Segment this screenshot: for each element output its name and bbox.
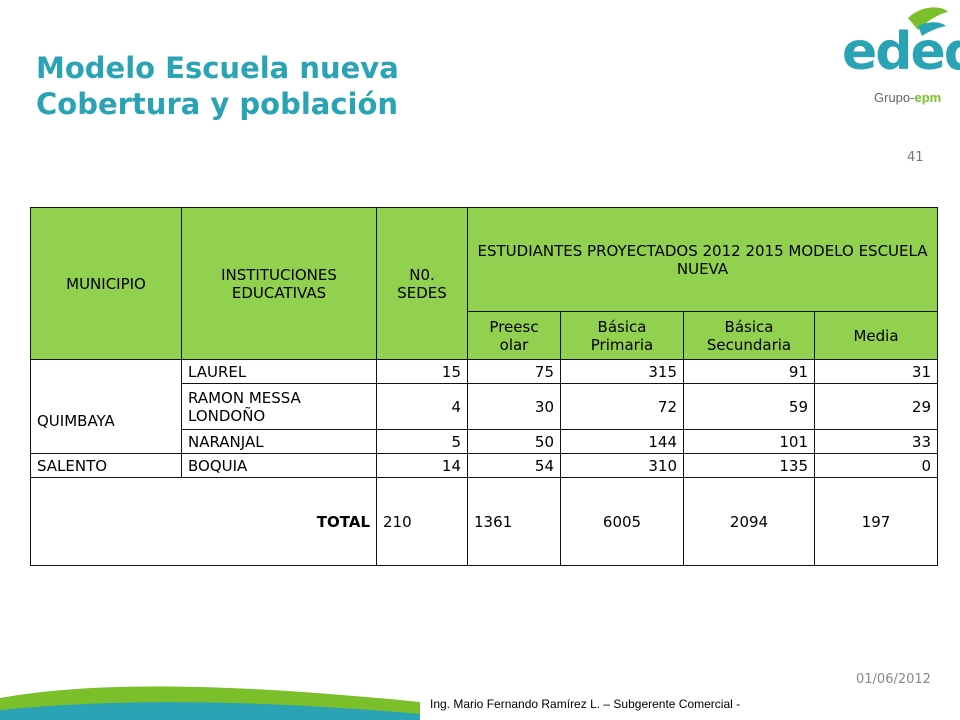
footer-swoosh bbox=[0, 686, 420, 720]
preescolar-cell: 30 bbox=[467, 383, 561, 430]
total-row: TOTAL 210 1361 6005 2094 197 bbox=[30, 477, 938, 566]
sedes-cell: 4 bbox=[376, 383, 468, 430]
institucion-cell: LAUREL bbox=[181, 359, 377, 384]
table-subheader-row: Preesc olar Básica Primaria Básica Secun… bbox=[31, 311, 938, 360]
header-estudiantes: ESTUDIANTES PROYECTADOS 2012 2015 MODELO… bbox=[467, 207, 938, 312]
total-label: TOTAL bbox=[30, 477, 377, 566]
logo-wordmark: edeq bbox=[842, 22, 960, 82]
total-preescolar: 1361 bbox=[467, 477, 561, 566]
secundaria-cell: 91 bbox=[683, 359, 815, 384]
media-cell: 33 bbox=[814, 429, 938, 454]
primaria-cell: 310 bbox=[560, 453, 684, 478]
municipio-cell: SALENTO bbox=[30, 453, 182, 478]
edeq-logo: edeq Grupo-epm bbox=[838, 4, 960, 108]
coverage-table: MUNICIPIO INSTITUCIONES EDUCATIVAS N0. S… bbox=[30, 207, 938, 566]
title-line-2: Cobertura y población bbox=[36, 87, 399, 121]
header-sedes: N0. SEDES bbox=[376, 207, 468, 360]
sedes-cell: 15 bbox=[376, 359, 468, 384]
total-primaria: 6005 bbox=[560, 477, 684, 566]
total-media: 197 bbox=[814, 477, 938, 566]
table-row: QUIMBAYA LAUREL 15 75 315 91 31 bbox=[30, 359, 938, 454]
page-number: 41 bbox=[907, 150, 924, 165]
leaf-icon bbox=[908, 7, 948, 36]
preescolar-cell: 75 bbox=[467, 359, 561, 384]
primaria-cell: 315 bbox=[560, 359, 684, 384]
footer-date: 01/06/2012 bbox=[856, 672, 931, 687]
header-instituciones: INSTITUCIONES EDUCATIVAS bbox=[181, 207, 377, 360]
logo-group-label: Grupo-epm bbox=[874, 90, 941, 105]
table-header-row: MUNICIPIO INSTITUCIONES EDUCATIVAS N0. S… bbox=[30, 207, 938, 360]
primaria-cell: 144 bbox=[560, 429, 684, 454]
total-sedes: 210 bbox=[376, 477, 468, 566]
total-secundaria: 2094 bbox=[683, 477, 815, 566]
secundaria-cell: 135 bbox=[683, 453, 815, 478]
primaria-cell: 72 bbox=[560, 383, 684, 430]
sedes-cell: 14 bbox=[376, 453, 468, 478]
title-line-1: Modelo Escuela nueva bbox=[36, 51, 399, 85]
institucion-cell: RAMON MESSA LONDOÑO bbox=[181, 383, 377, 430]
header-municipio: MUNICIPIO bbox=[30, 207, 182, 360]
secundaria-cell: 59 bbox=[683, 383, 815, 430]
logo-group-prefix: Grupo- bbox=[874, 90, 915, 105]
institucion-cell: BOQUIA bbox=[181, 453, 377, 478]
logo-group-brand: epm bbox=[914, 90, 942, 105]
media-cell: 31 bbox=[814, 359, 938, 384]
header-primaria: Básica Primaria bbox=[560, 311, 684, 360]
slide-title: Modelo Escuela nueva Cobertura y poblaci… bbox=[36, 50, 399, 122]
preescolar-cell: 54 bbox=[467, 453, 561, 478]
header-preescolar: Preesc olar bbox=[467, 311, 561, 360]
footer-credit: Ing. Mario Fernando Ramírez L. – Subgere… bbox=[430, 697, 741, 711]
institucion-cell: NARANJAL bbox=[181, 429, 377, 454]
media-cell: 0 bbox=[814, 453, 938, 478]
header-secundaria: Básica Secundaria bbox=[683, 311, 815, 360]
secundaria-cell: 101 bbox=[683, 429, 815, 454]
table-row: NARANJAL 5 50 144 101 33 bbox=[31, 429, 938, 454]
sedes-cell: 5 bbox=[376, 429, 468, 454]
table-row: RAMON MESSA LONDOÑO 4 30 72 59 29 bbox=[31, 383, 938, 430]
preescolar-cell: 50 bbox=[467, 429, 561, 454]
municipio-cell: QUIMBAYA bbox=[30, 359, 182, 454]
media-cell: 29 bbox=[814, 383, 938, 430]
table-row: SALENTO BOQUIA 14 54 310 135 0 bbox=[30, 453, 938, 478]
header-media: Media bbox=[814, 311, 938, 360]
